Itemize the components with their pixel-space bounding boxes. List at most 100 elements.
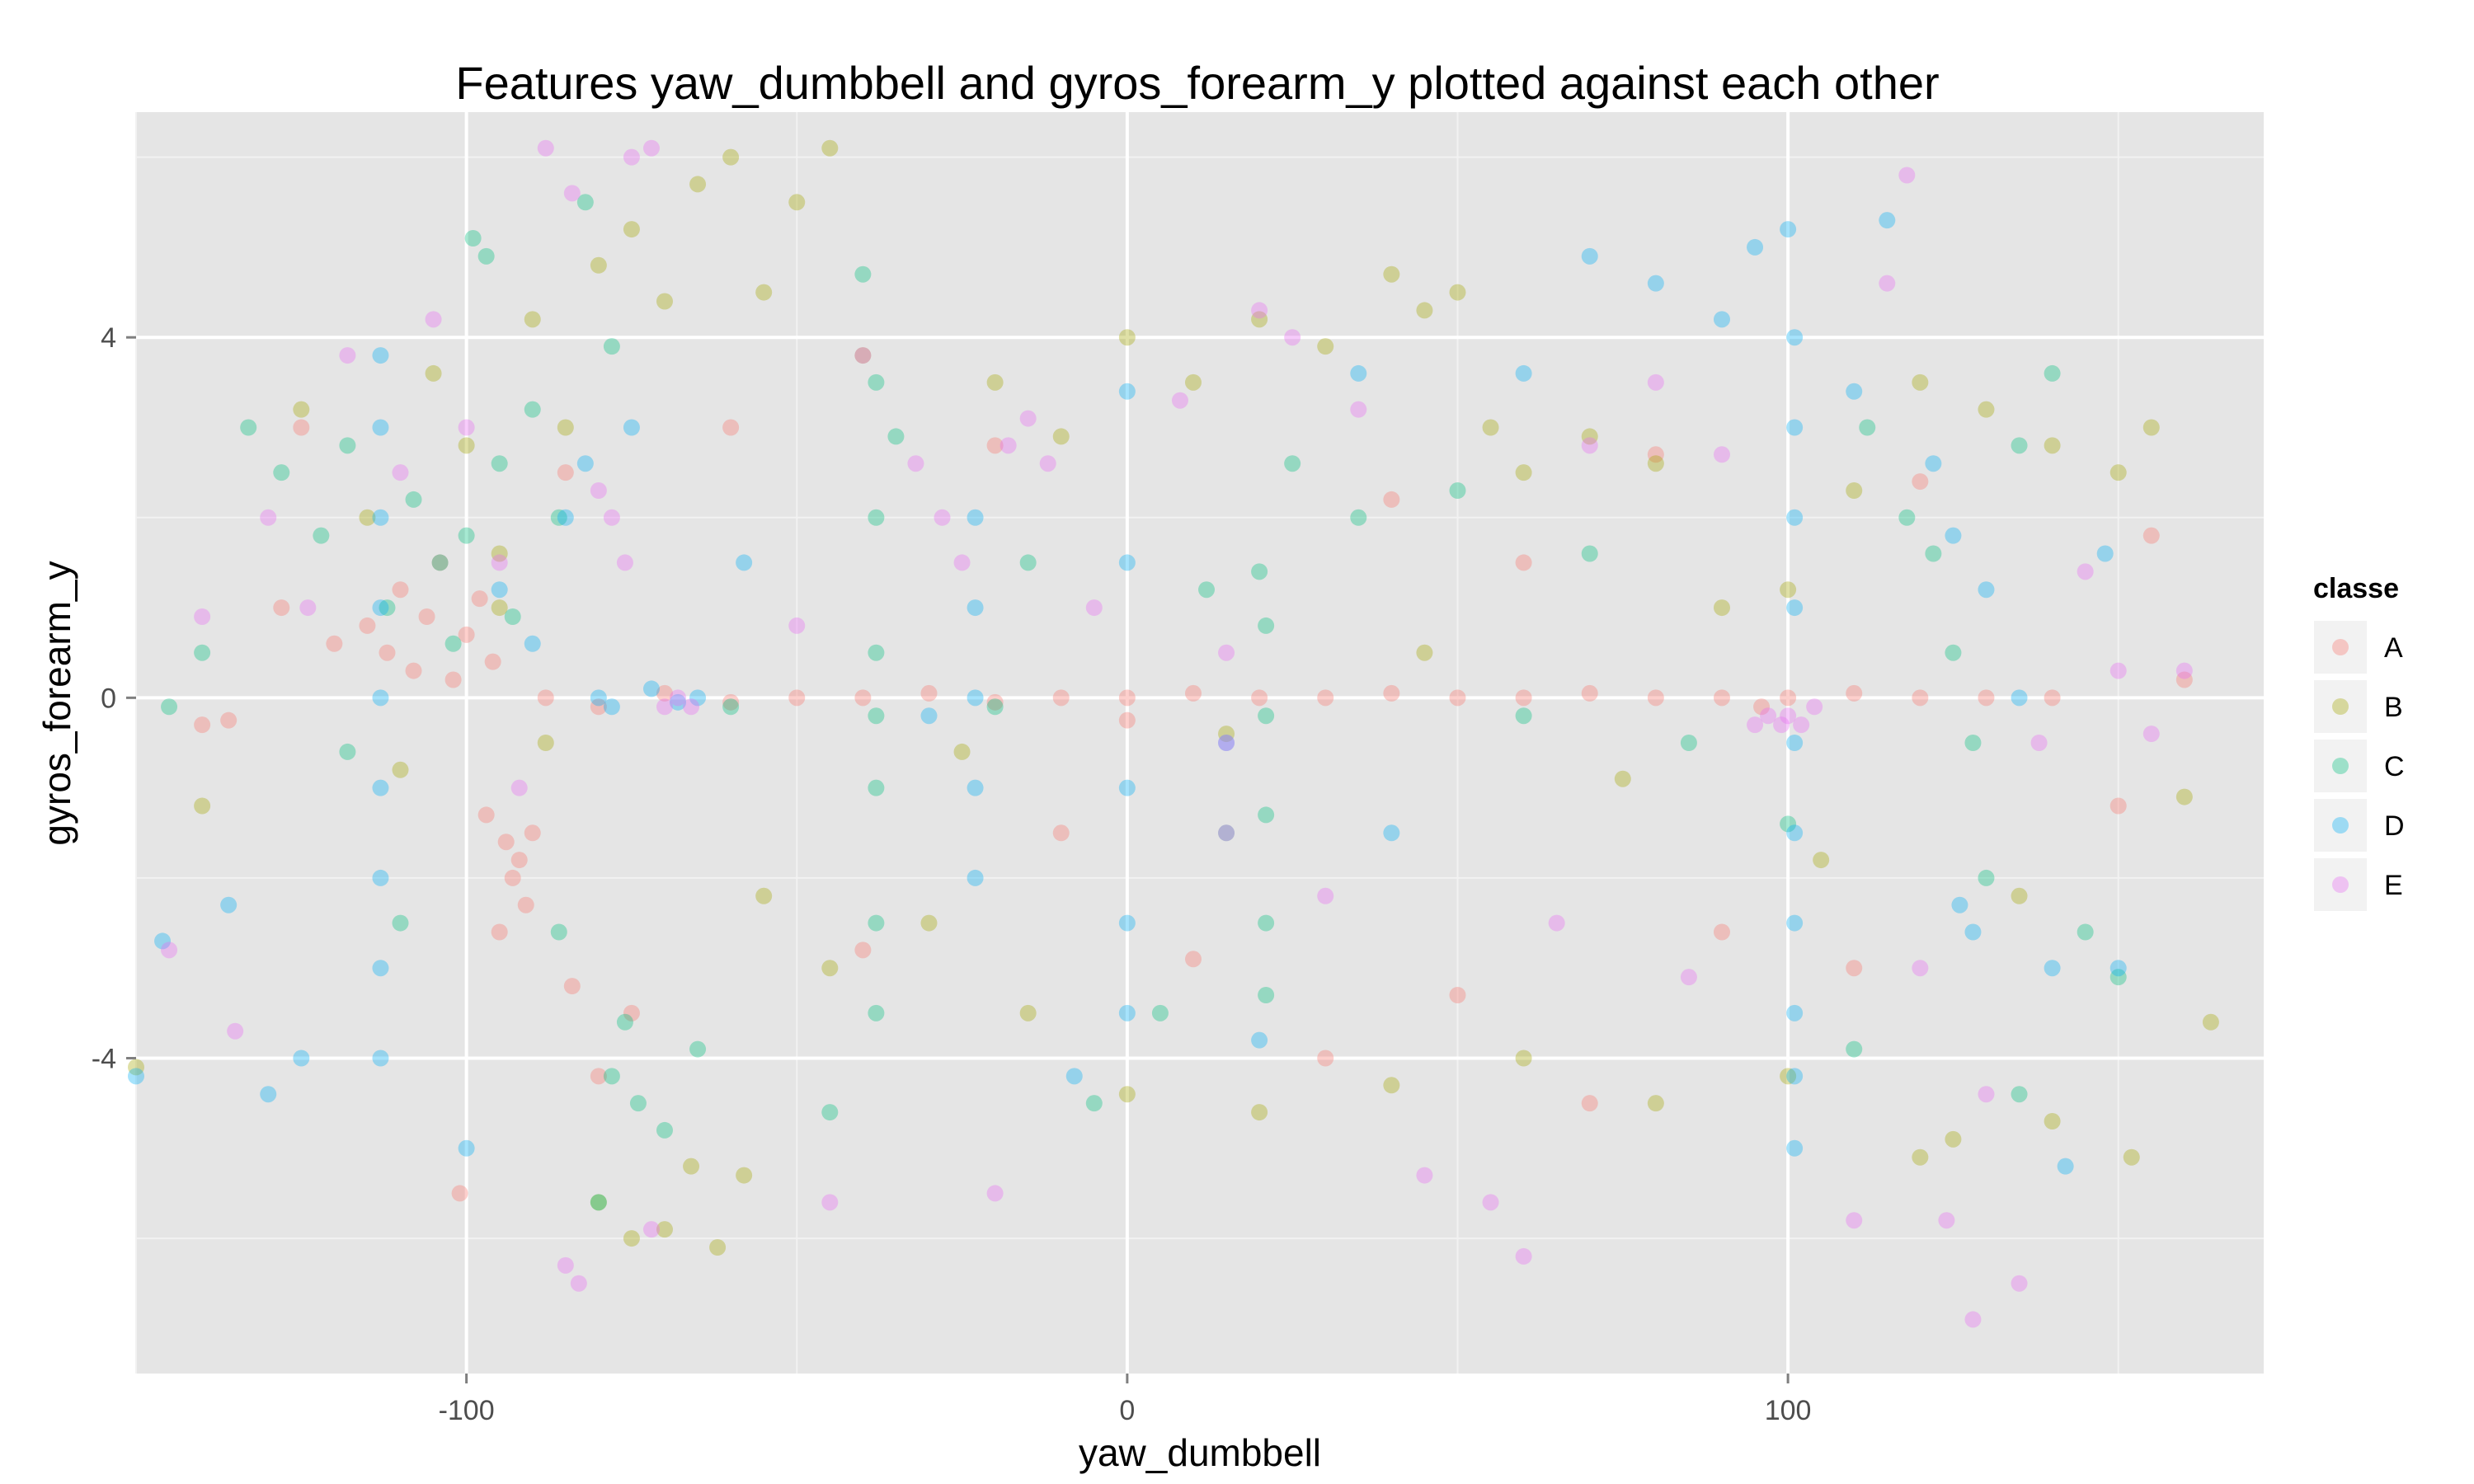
data-point	[1317, 887, 1334, 904]
data-point	[392, 914, 409, 932]
data-point	[273, 599, 290, 617]
data-point	[418, 608, 435, 625]
data-point	[1251, 1031, 1268, 1049]
data-point	[1251, 311, 1268, 328]
data-point	[1964, 735, 1982, 751]
data-point	[1846, 1212, 1863, 1229]
data-point	[1251, 302, 1268, 319]
y-tick-label: 0	[101, 683, 116, 714]
data-point	[563, 978, 581, 995]
data-point	[194, 608, 211, 625]
data-point	[788, 617, 806, 634]
data-point	[1786, 914, 1804, 932]
data-point	[689, 689, 707, 707]
data-point	[1218, 726, 1235, 743]
data-point	[1786, 824, 1804, 842]
data-point	[524, 824, 541, 842]
data-point	[2011, 887, 2028, 904]
data-point	[510, 779, 528, 796]
data-point	[590, 689, 607, 707]
data-point	[2109, 662, 2127, 679]
data-point	[656, 1221, 673, 1238]
data-point	[1581, 247, 1598, 265]
data-point	[934, 509, 951, 526]
legend-item-d: D	[2312, 797, 2405, 853]
data-point	[1780, 689, 1797, 707]
legend-item-e: E	[2312, 857, 2403, 913]
data-point	[444, 671, 462, 688]
data-point	[524, 635, 541, 652]
data-point	[2109, 797, 2127, 815]
data-point	[550, 923, 567, 941]
data-point	[656, 684, 673, 702]
data-point	[868, 707, 885, 725]
data-point	[1806, 698, 1823, 716]
data-point	[642, 680, 660, 697]
data-point	[2142, 419, 2160, 436]
data-point	[550, 509, 567, 526]
data-point	[491, 581, 508, 599]
data-point	[920, 684, 938, 702]
data-point	[227, 1022, 244, 1040]
data-point	[642, 1221, 660, 1238]
data-point	[986, 693, 1004, 711]
data-point	[1793, 716, 1810, 734]
data-point	[670, 689, 687, 707]
data-point	[161, 942, 178, 959]
data-point	[1284, 455, 1301, 472]
data-point	[1938, 1212, 1955, 1229]
data-point	[1713, 446, 1730, 463]
data-point	[2057, 1158, 2074, 1175]
data-point	[1898, 167, 1916, 184]
minor-gridlines	[135, 112, 2264, 1374]
data-point	[339, 437, 356, 454]
data-point	[491, 545, 508, 562]
data-point	[920, 707, 938, 725]
data-point	[576, 455, 594, 472]
data-point	[1879, 212, 1896, 229]
data-point	[1184, 684, 1202, 702]
data-point	[2175, 788, 2193, 805]
data-point	[854, 347, 872, 364]
legend-item-b: B	[2312, 679, 2403, 735]
data-point	[194, 797, 211, 815]
data-point	[220, 896, 238, 913]
data-point	[2142, 527, 2160, 544]
data-point	[986, 373, 1004, 391]
data-point	[326, 635, 343, 652]
data-point	[1945, 644, 1962, 661]
data-point	[1846, 383, 1863, 400]
data-point	[1251, 689, 1268, 707]
data-point	[1416, 644, 1433, 661]
data-point	[273, 464, 290, 481]
data-point	[1786, 599, 1804, 617]
data-point	[1747, 716, 1764, 734]
data-point	[359, 617, 376, 634]
data-point	[392, 464, 409, 481]
data-point	[1786, 1004, 1804, 1021]
data-point	[1184, 951, 1202, 968]
data-point	[590, 1194, 607, 1211]
data-point	[372, 960, 389, 977]
data-point	[999, 437, 1017, 454]
data-point	[1780, 707, 1797, 725]
data-point	[2011, 1086, 2028, 1103]
data-point	[590, 1068, 607, 1085]
data-point	[821, 1194, 839, 1211]
data-point	[557, 419, 574, 436]
data-point	[1647, 373, 1664, 391]
data-point	[339, 743, 356, 760]
data-point	[623, 148, 640, 166]
data-point	[1773, 716, 1790, 734]
data-point	[1449, 284, 1466, 301]
data-point	[458, 1139, 475, 1157]
data-point	[1118, 383, 1136, 400]
series-e	[161, 139, 2193, 1328]
data-point	[563, 185, 581, 202]
data-point	[689, 176, 707, 193]
data-point	[1085, 1095, 1103, 1112]
data-point	[603, 338, 620, 355]
x-axis-ticks: -100 0 100	[439, 1374, 1811, 1426]
data-point	[557, 464, 574, 481]
